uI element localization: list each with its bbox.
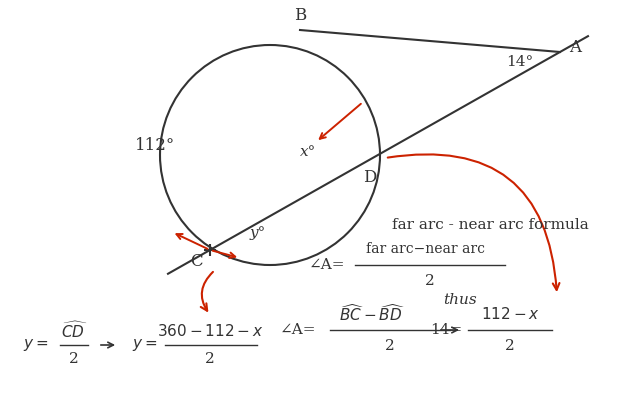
Text: far arc - near arc formula: far arc - near arc formula — [392, 218, 588, 232]
FancyArrowPatch shape — [201, 272, 213, 311]
Text: 2: 2 — [69, 352, 79, 366]
Text: ∠A=: ∠A= — [309, 258, 345, 272]
Text: D: D — [363, 170, 377, 187]
Text: $\widehat{BC}-\widehat{BD}$: $\widehat{BC}-\widehat{BD}$ — [339, 304, 405, 324]
Text: far arc−near arc: far arc−near arc — [365, 242, 485, 256]
Text: x°: x° — [300, 145, 316, 159]
Text: C: C — [190, 254, 203, 271]
Text: thus: thus — [443, 293, 477, 307]
Text: $\widehat{CD}$: $\widehat{CD}$ — [61, 321, 88, 341]
Text: 112°: 112° — [135, 137, 175, 154]
Text: 2: 2 — [205, 352, 215, 366]
Text: ∠A=: ∠A= — [280, 323, 316, 337]
Text: B: B — [294, 6, 306, 23]
Text: A: A — [569, 39, 581, 57]
Text: 2: 2 — [385, 339, 395, 353]
Text: $360-112-x$: $360-112-x$ — [156, 323, 263, 339]
Text: 14=: 14= — [430, 323, 462, 337]
Text: y°: y° — [250, 226, 266, 240]
Text: 14°: 14° — [506, 55, 534, 69]
Text: $y=$: $y=$ — [23, 337, 48, 353]
Text: 2: 2 — [425, 274, 435, 288]
Text: 2: 2 — [505, 339, 515, 353]
Text: $112-x$: $112-x$ — [481, 306, 540, 322]
Text: $y=$: $y=$ — [131, 337, 157, 353]
FancyArrowPatch shape — [387, 154, 560, 290]
